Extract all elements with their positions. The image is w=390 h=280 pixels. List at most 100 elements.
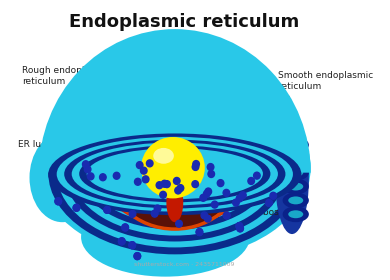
Circle shape: [189, 76, 195, 83]
Circle shape: [223, 212, 230, 219]
Circle shape: [114, 158, 121, 165]
Circle shape: [75, 113, 82, 120]
Circle shape: [197, 94, 203, 101]
Circle shape: [207, 164, 214, 171]
Circle shape: [236, 195, 243, 202]
Ellipse shape: [93, 61, 266, 225]
Text: Rough endoplasmic
reticulum: Rough endoplasmic reticulum: [22, 66, 111, 86]
Circle shape: [205, 188, 212, 195]
Circle shape: [270, 192, 277, 199]
Circle shape: [217, 180, 224, 186]
Circle shape: [158, 138, 164, 145]
Circle shape: [142, 176, 149, 183]
Circle shape: [175, 187, 181, 194]
Circle shape: [176, 220, 182, 227]
Circle shape: [167, 136, 174, 143]
Ellipse shape: [87, 122, 263, 224]
Circle shape: [82, 161, 89, 168]
Circle shape: [248, 178, 254, 185]
Circle shape: [129, 242, 135, 249]
Circle shape: [193, 160, 199, 167]
Circle shape: [161, 180, 168, 187]
Ellipse shape: [72, 143, 278, 205]
Circle shape: [205, 188, 212, 195]
Circle shape: [87, 173, 94, 180]
Circle shape: [175, 187, 181, 194]
Circle shape: [174, 178, 180, 185]
Ellipse shape: [153, 148, 174, 164]
Circle shape: [150, 130, 157, 137]
Ellipse shape: [283, 192, 309, 208]
Circle shape: [136, 162, 143, 169]
Circle shape: [138, 140, 145, 147]
Circle shape: [99, 174, 106, 181]
Circle shape: [146, 140, 153, 146]
Circle shape: [237, 225, 243, 232]
Circle shape: [161, 152, 167, 159]
Circle shape: [181, 73, 188, 80]
Circle shape: [188, 80, 195, 87]
Circle shape: [154, 205, 161, 212]
Circle shape: [94, 136, 101, 143]
Ellipse shape: [57, 98, 293, 248]
Circle shape: [140, 167, 147, 174]
Circle shape: [254, 172, 260, 179]
Circle shape: [128, 111, 134, 118]
Circle shape: [237, 225, 243, 232]
Circle shape: [156, 182, 163, 189]
Circle shape: [270, 192, 277, 199]
Circle shape: [90, 116, 97, 123]
Circle shape: [236, 195, 243, 202]
Ellipse shape: [102, 134, 248, 212]
Circle shape: [104, 206, 110, 213]
Ellipse shape: [39, 76, 311, 259]
Circle shape: [156, 182, 163, 189]
Circle shape: [86, 108, 93, 115]
Circle shape: [201, 212, 207, 219]
Circle shape: [238, 103, 245, 109]
Circle shape: [192, 164, 199, 171]
Circle shape: [197, 83, 204, 90]
Circle shape: [99, 174, 106, 181]
Circle shape: [101, 151, 108, 158]
Circle shape: [233, 199, 239, 206]
Circle shape: [119, 238, 125, 245]
Ellipse shape: [275, 125, 309, 234]
Circle shape: [57, 153, 63, 160]
Ellipse shape: [81, 49, 269, 227]
Circle shape: [87, 173, 94, 180]
Circle shape: [168, 89, 174, 96]
Circle shape: [84, 166, 91, 173]
Circle shape: [254, 172, 260, 179]
Circle shape: [145, 74, 151, 81]
Circle shape: [177, 185, 184, 192]
Circle shape: [236, 223, 243, 230]
Circle shape: [134, 253, 141, 260]
Circle shape: [223, 189, 230, 196]
Text: shutterstock.com · 2435711009: shutterstock.com · 2435711009: [134, 262, 234, 267]
Circle shape: [213, 145, 220, 152]
Circle shape: [129, 141, 135, 148]
Circle shape: [113, 172, 120, 179]
Circle shape: [73, 204, 80, 211]
Circle shape: [147, 160, 153, 167]
Circle shape: [78, 146, 85, 153]
Circle shape: [160, 191, 167, 198]
Circle shape: [113, 172, 120, 179]
Circle shape: [66, 125, 73, 132]
Circle shape: [174, 178, 180, 185]
Circle shape: [164, 181, 170, 188]
Circle shape: [213, 113, 220, 120]
Ellipse shape: [288, 169, 303, 177]
Circle shape: [266, 199, 272, 206]
Ellipse shape: [288, 183, 303, 190]
Circle shape: [204, 190, 210, 197]
Ellipse shape: [283, 137, 309, 153]
Circle shape: [73, 204, 80, 211]
Circle shape: [189, 99, 195, 106]
Circle shape: [211, 201, 218, 208]
Circle shape: [200, 194, 207, 201]
Circle shape: [151, 210, 158, 217]
Circle shape: [99, 149, 105, 156]
Circle shape: [205, 154, 211, 161]
